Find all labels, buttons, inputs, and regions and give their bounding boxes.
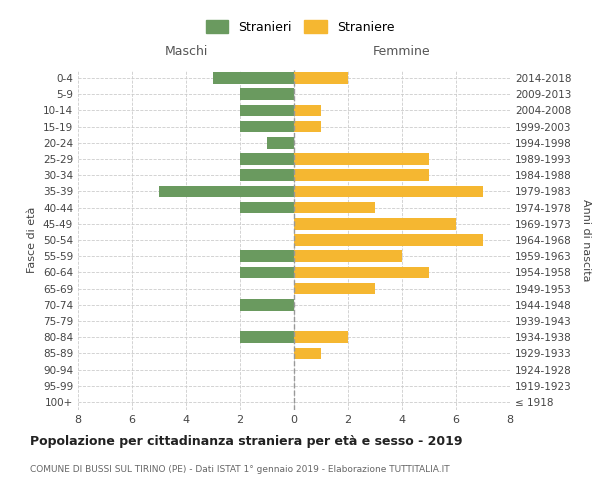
Bar bbox=[240, 332, 294, 343]
Bar bbox=[294, 218, 456, 230]
Bar bbox=[240, 88, 294, 100]
Text: Femmine: Femmine bbox=[373, 45, 431, 58]
Bar bbox=[294, 282, 375, 294]
Bar bbox=[213, 72, 294, 84]
Bar bbox=[294, 121, 321, 132]
Bar bbox=[294, 72, 348, 84]
Bar bbox=[294, 234, 483, 246]
Legend: Stranieri, Straniere: Stranieri, Straniere bbox=[199, 14, 401, 40]
Bar bbox=[240, 266, 294, 278]
Bar bbox=[294, 186, 483, 198]
Bar bbox=[240, 202, 294, 213]
Bar bbox=[267, 137, 294, 148]
Bar bbox=[240, 104, 294, 117]
Bar bbox=[240, 299, 294, 310]
Bar bbox=[240, 170, 294, 181]
Bar bbox=[294, 153, 429, 165]
Bar bbox=[294, 266, 429, 278]
Bar bbox=[240, 250, 294, 262]
Y-axis label: Fasce di età: Fasce di età bbox=[28, 207, 37, 273]
Bar bbox=[294, 104, 321, 117]
Bar bbox=[240, 153, 294, 165]
Text: Maschi: Maschi bbox=[164, 45, 208, 58]
Bar bbox=[294, 250, 402, 262]
Bar bbox=[294, 332, 348, 343]
Text: COMUNE DI BUSSI SUL TIRINO (PE) - Dati ISTAT 1° gennaio 2019 - Elaborazione TUTT: COMUNE DI BUSSI SUL TIRINO (PE) - Dati I… bbox=[30, 465, 449, 474]
Bar bbox=[240, 121, 294, 132]
Bar bbox=[294, 348, 321, 359]
Y-axis label: Anni di nascita: Anni di nascita bbox=[581, 198, 591, 281]
Bar bbox=[294, 170, 429, 181]
Bar bbox=[159, 186, 294, 198]
Bar bbox=[294, 202, 375, 213]
Text: Popolazione per cittadinanza straniera per età e sesso - 2019: Popolazione per cittadinanza straniera p… bbox=[30, 435, 463, 448]
